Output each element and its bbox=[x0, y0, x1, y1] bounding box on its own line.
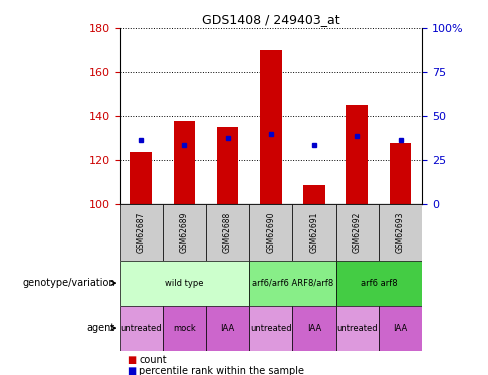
Title: GDS1408 / 249403_at: GDS1408 / 249403_at bbox=[202, 13, 340, 26]
Bar bbox=[249, 204, 292, 261]
Bar bbox=[206, 306, 249, 351]
Bar bbox=[120, 306, 163, 351]
Text: mock: mock bbox=[173, 324, 196, 333]
Text: untreated: untreated bbox=[250, 324, 292, 333]
Text: wild type: wild type bbox=[165, 279, 203, 288]
Text: arf6/arf6 ARF8/arf8: arf6/arf6 ARF8/arf8 bbox=[252, 279, 333, 288]
Bar bbox=[249, 306, 292, 351]
Bar bbox=[163, 204, 206, 261]
Bar bbox=[249, 261, 336, 306]
Text: GSM62691: GSM62691 bbox=[309, 212, 319, 253]
Bar bbox=[379, 204, 422, 261]
Bar bbox=[206, 204, 249, 261]
Bar bbox=[390, 143, 411, 204]
Bar bbox=[336, 261, 422, 306]
Text: percentile rank within the sample: percentile rank within the sample bbox=[139, 366, 304, 375]
Bar bbox=[120, 261, 249, 306]
Text: ■: ■ bbox=[127, 355, 136, 365]
Bar bbox=[336, 306, 379, 351]
Text: IAA: IAA bbox=[221, 324, 235, 333]
Text: untreated: untreated bbox=[336, 324, 378, 333]
Bar bbox=[336, 204, 379, 261]
Bar bbox=[163, 306, 206, 351]
Text: count: count bbox=[139, 355, 167, 365]
Text: untreated: untreated bbox=[121, 324, 162, 333]
Bar bbox=[292, 204, 336, 261]
Bar bbox=[217, 127, 239, 204]
Bar bbox=[292, 306, 336, 351]
Text: genotype/variation: genotype/variation bbox=[22, 278, 115, 288]
Bar bbox=[346, 105, 368, 204]
Text: GSM62687: GSM62687 bbox=[137, 212, 146, 253]
Bar bbox=[260, 50, 282, 204]
Bar bbox=[130, 152, 152, 204]
Bar bbox=[379, 306, 422, 351]
Text: IAA: IAA bbox=[393, 324, 407, 333]
Bar bbox=[174, 121, 195, 204]
Text: GSM62692: GSM62692 bbox=[353, 212, 362, 253]
Bar bbox=[303, 184, 325, 204]
Bar bbox=[120, 204, 163, 261]
Text: GSM62689: GSM62689 bbox=[180, 212, 189, 253]
Text: ■: ■ bbox=[127, 366, 136, 375]
Text: agent: agent bbox=[86, 323, 115, 333]
Text: IAA: IAA bbox=[307, 324, 321, 333]
Text: arf6 arf8: arf6 arf8 bbox=[361, 279, 397, 288]
Text: GSM62688: GSM62688 bbox=[223, 212, 232, 253]
Text: GSM62693: GSM62693 bbox=[396, 212, 405, 253]
Text: GSM62690: GSM62690 bbox=[266, 212, 275, 253]
